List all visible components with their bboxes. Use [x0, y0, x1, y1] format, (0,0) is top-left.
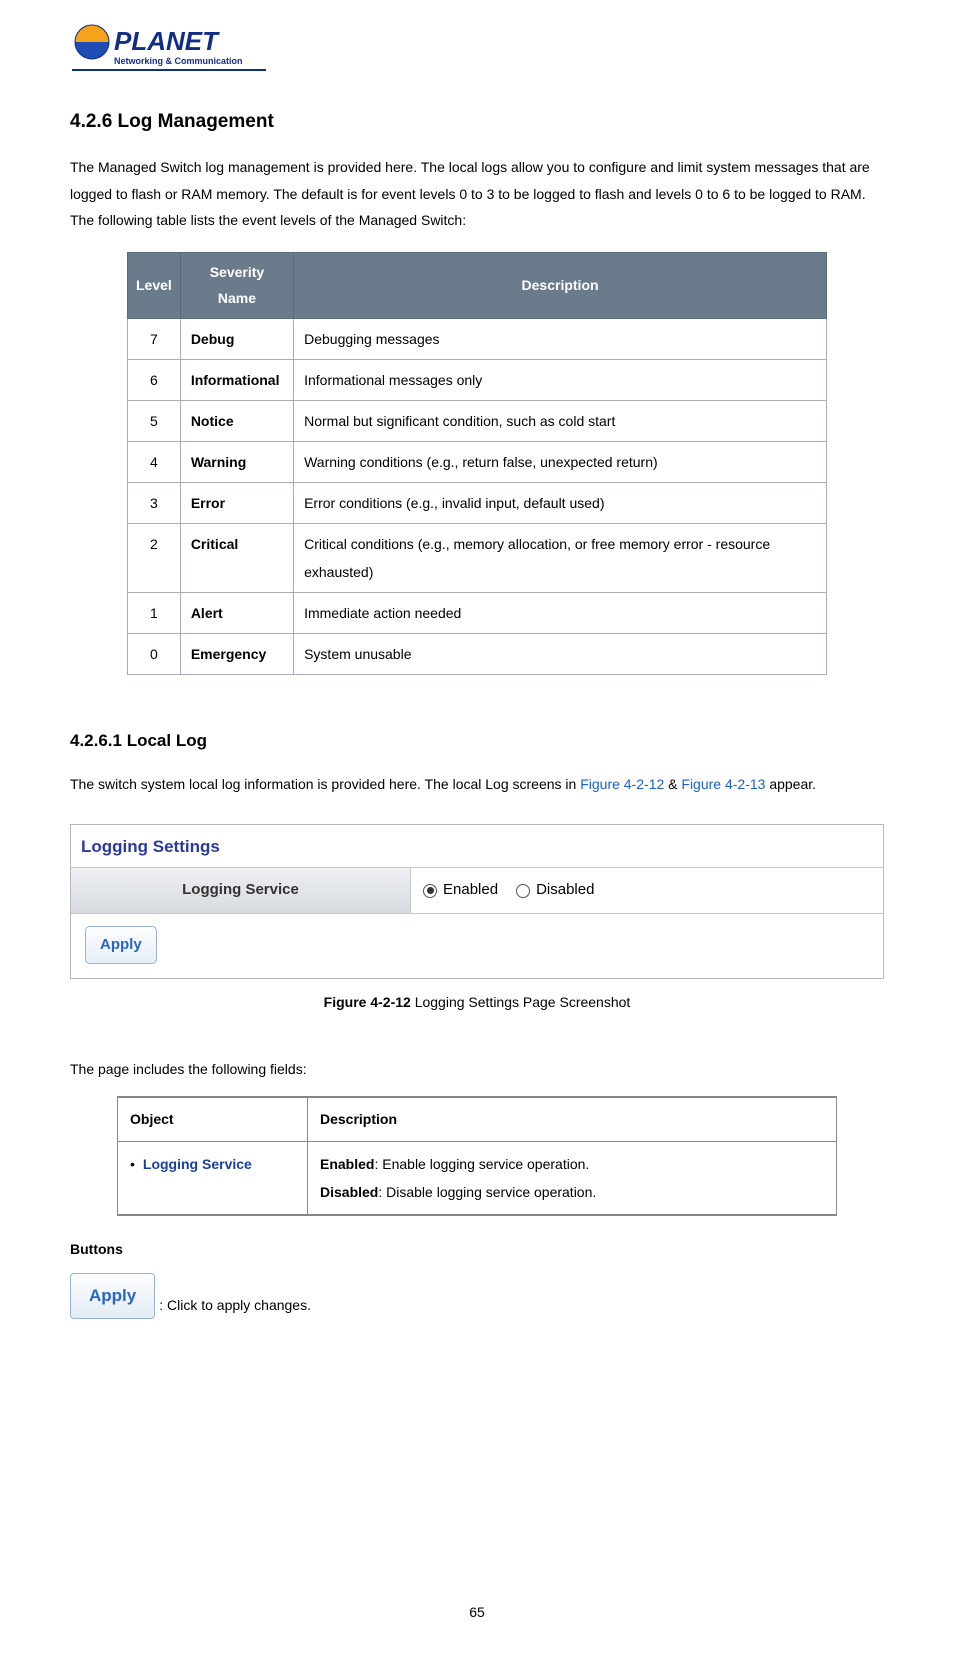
apply-button[interactable]: Apply — [85, 926, 157, 965]
section-heading: 4.2.6 Log Management — [70, 104, 884, 140]
cell-description: Error conditions (e.g., invalid input, d… — [294, 483, 827, 524]
cell-level: 6 — [128, 360, 181, 401]
cell-severity: Warning — [180, 442, 293, 483]
table-row: 3ErrorError conditions (e.g., invalid in… — [128, 483, 827, 524]
cell-level: 0 — [128, 634, 181, 675]
cell-severity: Error — [180, 483, 293, 524]
desc-cell: Enabled: Enable logging service operatio… — [308, 1142, 837, 1216]
table-row: 0EmergencySystem unusable — [128, 634, 827, 675]
radio-enabled-label: Enabled — [443, 876, 498, 905]
table-row: 1AlertImmediate action needed — [128, 593, 827, 634]
apply-line: Apply : Click to apply changes. — [70, 1273, 884, 1319]
row-value: Enabled Disabled — [411, 868, 883, 913]
subsection-intro: The switch system local log information … — [70, 771, 884, 798]
table-row: 5NoticeNormal but significant condition,… — [128, 401, 827, 442]
subsection-heading: 4.2.6.1 Local Log — [70, 725, 884, 757]
desc-enabled-b: Enabled — [320, 1156, 374, 1172]
logo-brand-text: PLANET — [114, 26, 220, 56]
col-description: Description — [294, 252, 827, 318]
intro-text: The switch system local log information … — [70, 776, 580, 792]
apply-button-img[interactable]: Apply — [70, 1273, 155, 1319]
table-row: 7DebugDebugging messages — [128, 319, 827, 360]
table-row: •Logging Service Enabled: Enable logging… — [118, 1142, 837, 1216]
desc-disabled-b: Disabled — [320, 1184, 378, 1200]
cell-description: Critical conditions (e.g., memory alloca… — [294, 524, 827, 593]
desc-disabled-rest: : Disable logging service operation. — [378, 1184, 596, 1200]
cell-description: Informational messages only — [294, 360, 827, 401]
cell-severity: Debug — [180, 319, 293, 360]
section-intro: The Managed Switch log management is pro… — [70, 154, 884, 234]
logging-settings-panel: Logging Settings Logging Service Enabled… — [70, 824, 884, 979]
panel-row: Logging Service Enabled Disabled — [71, 867, 883, 914]
fields-table: Object Description •Logging Service Enab… — [117, 1096, 837, 1216]
table-row: 4WarningWarning conditions (e.g., return… — [128, 442, 827, 483]
fields-intro: The page includes the following fields: — [70, 1056, 884, 1083]
desc-enabled-rest: : Enable logging service operation. — [374, 1156, 589, 1172]
radio-disabled-label: Disabled — [536, 876, 594, 905]
cell-description: Immediate action needed — [294, 593, 827, 634]
severity-table: Level Severity Name Description 7DebugDe… — [127, 252, 827, 675]
panel-title: Logging Settings — [71, 825, 883, 867]
cell-description: Debugging messages — [294, 319, 827, 360]
col-severity: Severity Name — [180, 252, 293, 318]
apply-desc: : Click to apply changes. — [159, 1292, 311, 1319]
buttons-heading: Buttons — [70, 1236, 884, 1263]
fig-caption-bold: Figure 4-2-12 — [324, 994, 411, 1010]
table-row: 2CriticalCritical conditions (e.g., memo… — [128, 524, 827, 593]
cell-severity: Emergency — [180, 634, 293, 675]
object-name: Logging Service — [143, 1156, 252, 1172]
cell-level: 2 — [128, 524, 181, 593]
cell-level: 3 — [128, 483, 181, 524]
col-level: Level — [128, 252, 181, 318]
col-desc: Description — [308, 1097, 837, 1141]
cell-level: 1 — [128, 593, 181, 634]
brand-logo: PLANET Networking & Communication — [70, 20, 884, 74]
radio-disabled[interactable] — [516, 884, 530, 898]
cell-description: Normal but significant condition, such a… — [294, 401, 827, 442]
figure-caption: Figure 4-2-12 Logging Settings Page Scre… — [70, 989, 884, 1016]
object-cell: •Logging Service — [118, 1142, 308, 1216]
fig-caption-rest: Logging Settings Page Screenshot — [411, 994, 631, 1010]
table-row: 6InformationalInformational messages onl… — [128, 360, 827, 401]
cell-level: 5 — [128, 401, 181, 442]
logo-svg: PLANET Networking & Communication — [70, 20, 270, 74]
cell-level: 7 — [128, 319, 181, 360]
cell-severity: Critical — [180, 524, 293, 593]
cell-severity: Informational — [180, 360, 293, 401]
cell-description: Warning conditions (e.g., return false, … — [294, 442, 827, 483]
page-number: 65 — [70, 1599, 884, 1626]
col-object: Object — [118, 1097, 308, 1141]
amp-text: & — [664, 776, 681, 792]
radio-enabled[interactable] — [423, 884, 437, 898]
cell-level: 4 — [128, 442, 181, 483]
cell-description: System unusable — [294, 634, 827, 675]
row-label: Logging Service — [71, 868, 411, 913]
logo-tagline: Networking & Communication — [114, 56, 243, 66]
intro-after: appear. — [765, 776, 816, 792]
figref-1[interactable]: Figure 4-2-12 — [580, 776, 664, 792]
cell-severity: Notice — [180, 401, 293, 442]
figref-2[interactable]: Figure 4-2-13 — [681, 776, 765, 792]
cell-severity: Alert — [180, 593, 293, 634]
